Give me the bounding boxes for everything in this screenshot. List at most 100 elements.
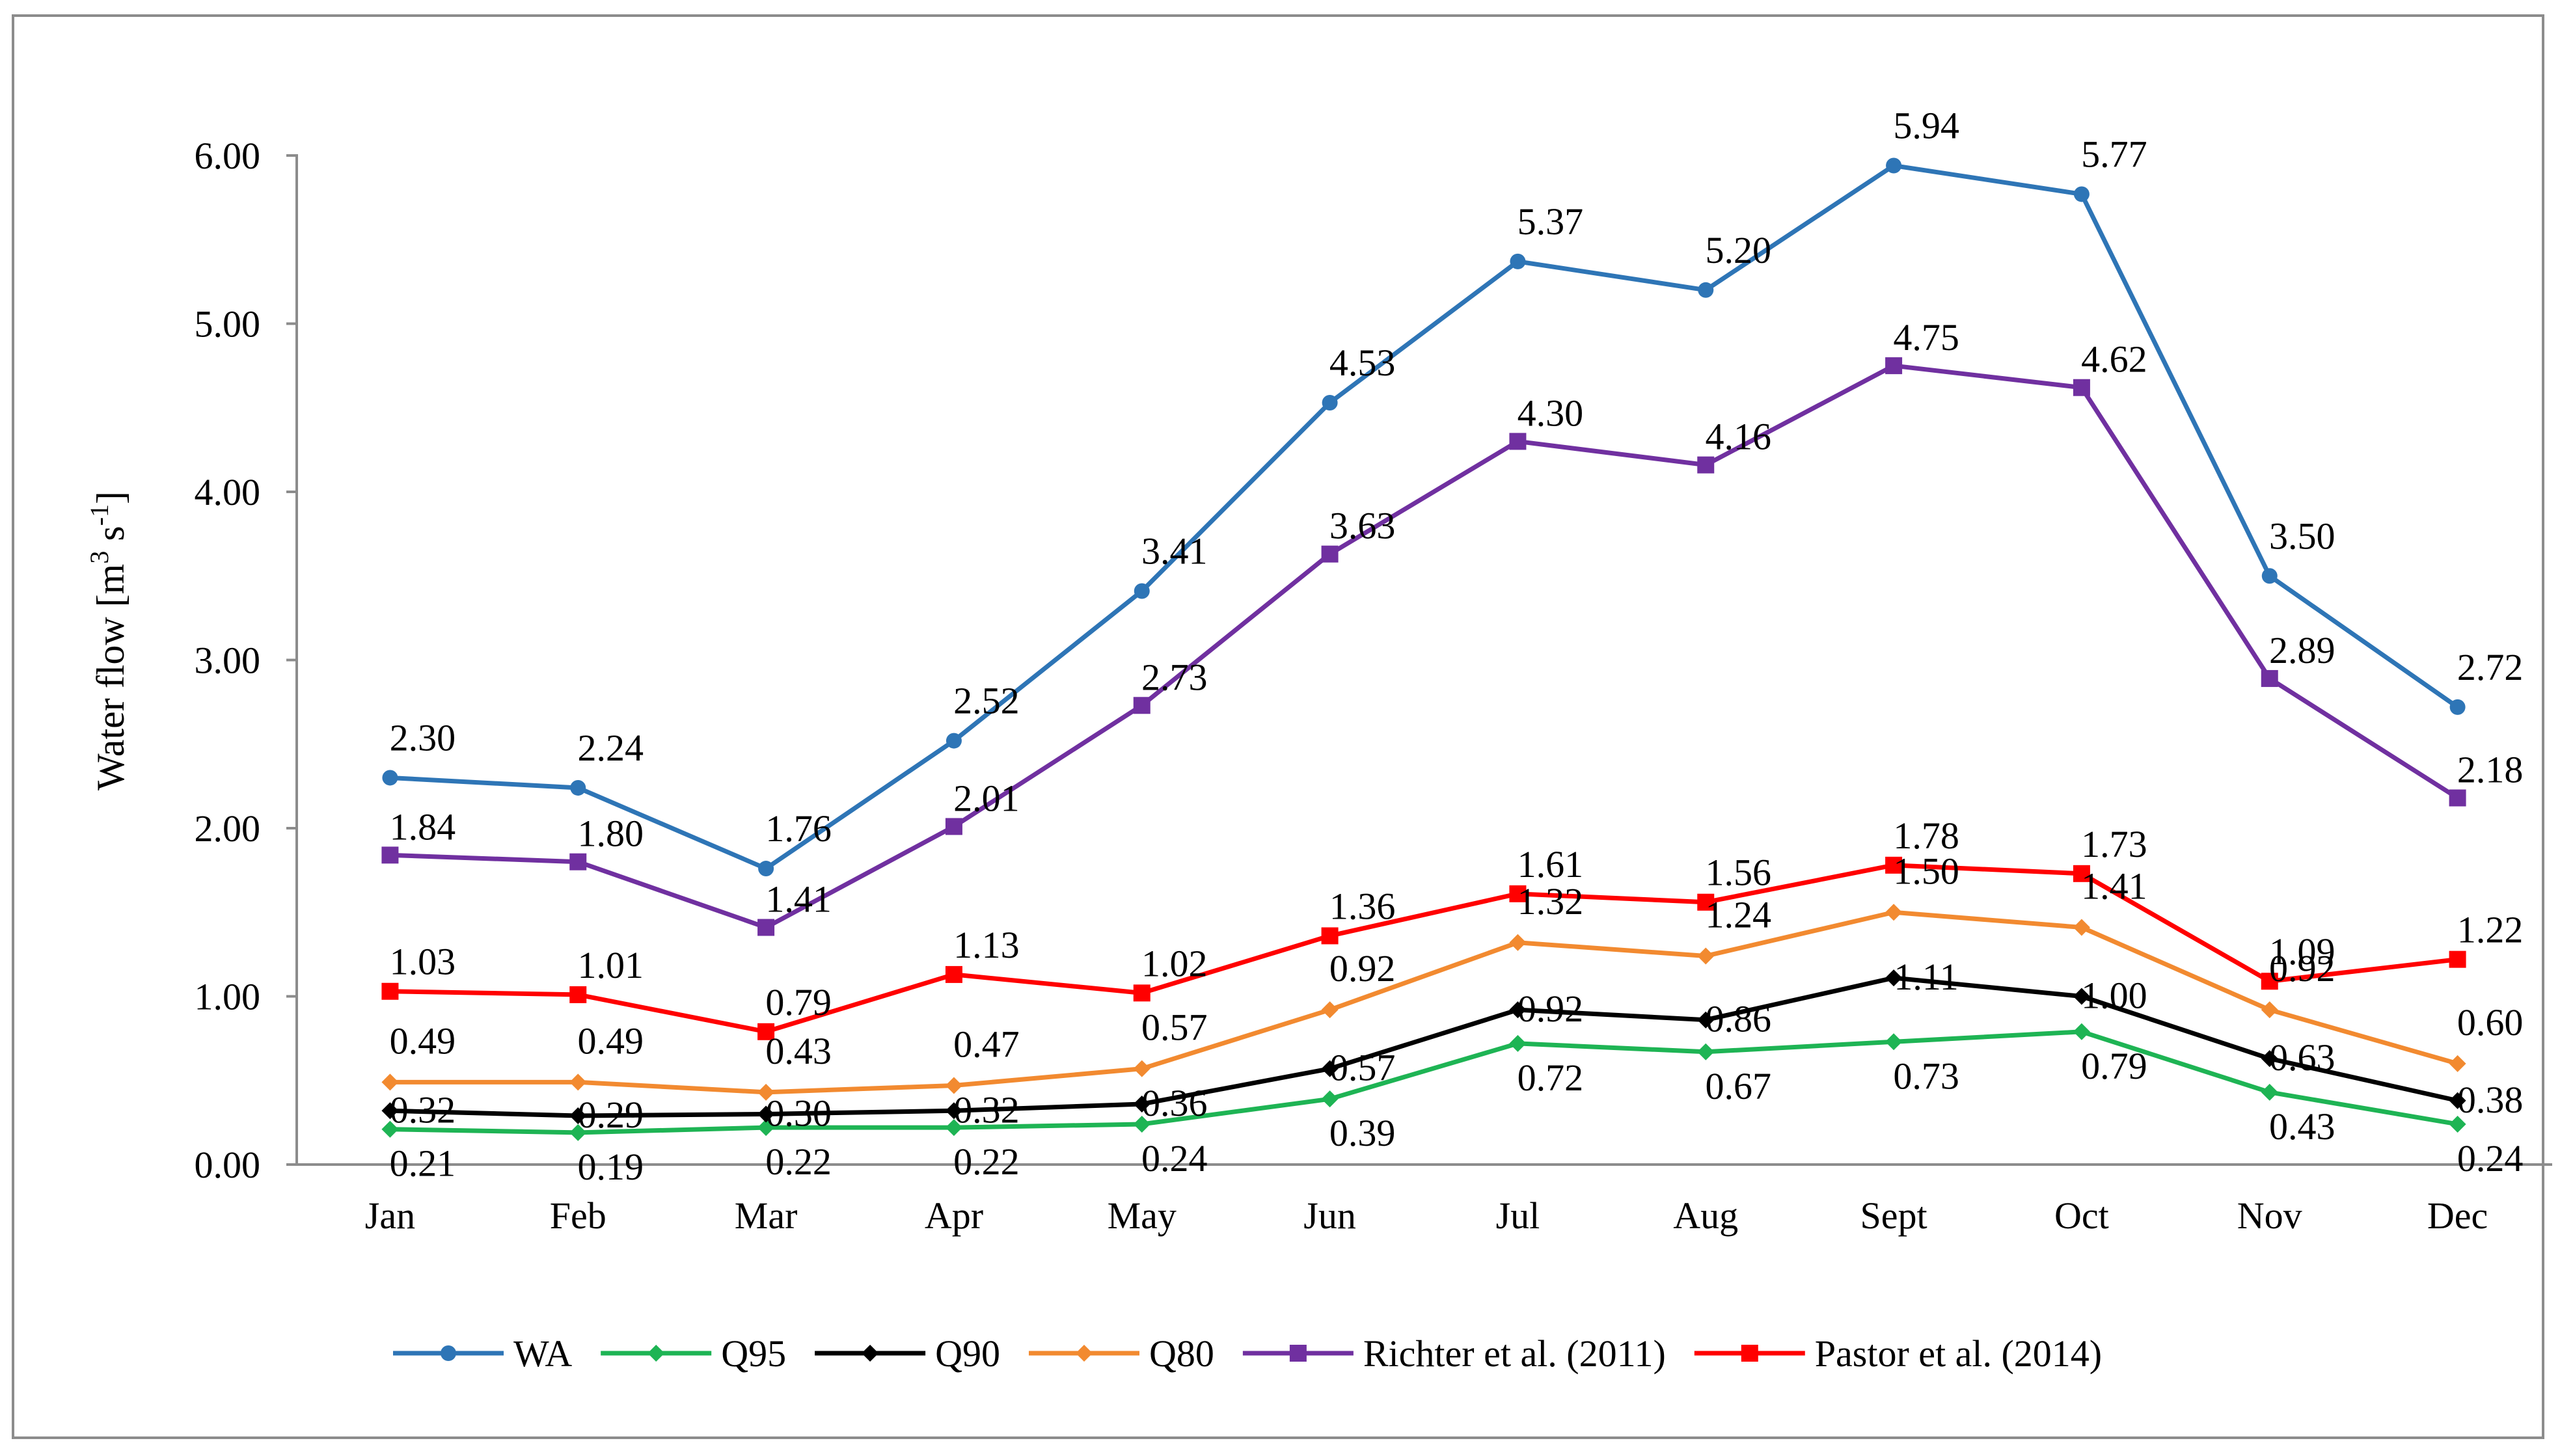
data-point-q90	[381, 1102, 399, 1120]
data-point-q95	[1885, 1033, 1903, 1051]
x-tick-label: Feb	[550, 1194, 606, 1237]
data-point-q95	[1321, 1090, 1339, 1108]
data-point-pastor-et-al-2014	[2449, 950, 2466, 968]
data-point-wa	[2449, 699, 2466, 715]
series-line-q95	[390, 1029, 2458, 1135]
series-line-q80	[390, 910, 2458, 1095]
data-label-pastor-et-al-2014: 1.02	[1141, 942, 1208, 984]
y-title-sup2: -1	[85, 504, 114, 526]
data-point-richter-et-al-2011	[757, 919, 775, 936]
data-label-wa: 1.76	[765, 807, 832, 850]
data-label-q95: 0.22	[953, 1140, 1020, 1183]
data-label-q90: 0.29	[578, 1094, 644, 1136]
data-label-q95: 0.73	[1893, 1055, 1959, 1097]
data-point-wa	[2261, 568, 2278, 584]
data-point-q90	[2073, 988, 2090, 1005]
data-point-q90	[569, 1107, 587, 1125]
y-tick-label: 3.00	[195, 640, 261, 682]
series-line-pastor-et-al-2014	[390, 863, 2458, 1034]
data-label-richter-et-al-2011: 3.63	[1329, 505, 1396, 547]
data-label-richter-et-al-2011: 2.89	[2269, 629, 2335, 671]
data-point-richter-et-al-2011	[1509, 433, 1527, 450]
y-title-end: ]	[89, 491, 132, 504]
x-tick-label: Dec	[2427, 1194, 2488, 1237]
data-label-q95: 0.67	[1706, 1065, 1772, 1107]
x-tick-label: Jan	[365, 1194, 415, 1237]
data-point-richter-et-al-2011	[2449, 789, 2466, 807]
x-tick-label: Mar	[735, 1194, 798, 1237]
data-point-q95	[2261, 1083, 2278, 1101]
data-point-richter-et-al-2011	[1697, 456, 1715, 474]
data-label-richter-et-al-2011: 4.62	[2081, 338, 2147, 381]
data-point-q90	[1697, 1011, 1715, 1029]
data-point-q80	[1133, 1060, 1151, 1077]
data-label-q90: 1.00	[2081, 975, 2147, 1017]
data-point-richter-et-al-2011	[1133, 697, 1151, 714]
data-label-pastor-et-al-2014: 0.79	[765, 981, 832, 1023]
data-point-q80	[1321, 1001, 1339, 1019]
data-label-q95: 0.24	[1141, 1137, 1208, 1180]
legend-label-pastor-et-al-2014: Pastor et al. (2014)	[1815, 1332, 2102, 1375]
data-point-richter-et-al-2011	[945, 818, 962, 835]
data-label-richter-et-al-2011: 2.01	[953, 777, 1020, 819]
data-point-q90	[945, 1102, 962, 1120]
data-point-wa	[1322, 394, 1338, 411]
data-point-q80	[757, 1083, 775, 1101]
y-tick-label: 4.00	[195, 471, 261, 513]
data-label-q80: 0.49	[390, 1019, 456, 1062]
data-label-pastor-et-al-2014: 1.36	[1329, 885, 1396, 927]
data-point-richter-et-al-2011	[1885, 357, 1903, 375]
data-point-q80	[2073, 919, 2090, 936]
data-point-wa	[1698, 282, 1714, 298]
data-label-q95: 0.24	[2457, 1137, 2524, 1180]
data-label-wa: 2.72	[2457, 646, 2524, 688]
y-axis-title-text: Water flow [m3 s-1]	[85, 491, 132, 790]
data-point-q90	[1321, 1060, 1339, 1077]
data-label-wa: 4.53	[1329, 342, 1396, 384]
data-point-q80	[2261, 1001, 2278, 1019]
legend-marker-q95	[647, 1345, 665, 1362]
y-title-main: Water flow [m	[89, 564, 132, 790]
data-label-wa: 5.94	[1893, 105, 1959, 147]
data-point-q80	[569, 1073, 587, 1091]
data-point-richter-et-al-2011	[381, 846, 399, 864]
data-label-pastor-et-al-2014: 1.78	[1893, 815, 1959, 857]
data-label-q95: 0.43	[2269, 1105, 2335, 1148]
data-label-q95: 0.19	[578, 1146, 644, 1188]
data-point-pastor-et-al-2014	[381, 982, 399, 1000]
legend-marker-wa	[441, 1345, 456, 1361]
data-point-wa	[2073, 186, 2090, 202]
data-point-pastor-et-al-2014	[1509, 885, 1527, 902]
data-label-wa: 5.20	[1706, 229, 1772, 271]
data-point-richter-et-al-2011	[2073, 379, 2090, 396]
data-label-q95: 0.39	[1329, 1112, 1396, 1154]
y-title-sup1: 3	[85, 551, 114, 564]
data-point-wa	[1886, 157, 1902, 174]
x-tick-label: Apr	[925, 1194, 983, 1237]
data-label-q95: 0.72	[1518, 1057, 1584, 1099]
legend-label-richter-et-al-2011: Richter et al. (2011)	[1363, 1332, 1666, 1375]
data-label-wa: 2.24	[578, 727, 644, 769]
x-tick-label: Sept	[1860, 1194, 1927, 1237]
data-label-q90: 0.36	[1141, 1082, 1208, 1124]
data-point-q95	[2449, 1115, 2466, 1133]
data-labels: 0.21 0.19 0.22 0.22 0.24 0.39 0.72 0.67 0.73 0.79…	[390, 105, 2524, 1188]
data-label-wa: 2.52	[953, 680, 1020, 722]
series-line-richter-et-al-2011	[390, 363, 2459, 930]
data-label-q80: 0.60	[2457, 1001, 2524, 1044]
data-point-pastor-et-al-2014	[1697, 893, 1715, 911]
y-tick-label: 2.00	[195, 807, 261, 850]
data-label-richter-et-al-2011: 1.41	[765, 878, 832, 921]
data-label-q80: 0.43	[765, 1030, 832, 1072]
data-point-q80	[2449, 1055, 2466, 1072]
legend-label-q90: Q90	[935, 1332, 1000, 1375]
data-point-q95	[757, 1119, 775, 1137]
axes: 0.00 1.00 2.00 3.00 4.00 5.00 6.00 Jan Feb Mar Apr…	[195, 135, 2552, 1237]
x-tick-label: May	[1108, 1194, 1177, 1237]
data-label-pastor-et-al-2014: 1.13	[953, 924, 1020, 966]
series-markers	[381, 157, 2466, 1141]
series-line-q90	[390, 975, 2458, 1118]
data-label-q90: 1.11	[1894, 956, 1958, 998]
data-point-q95	[569, 1124, 587, 1141]
data-label-q80: 1.32	[1518, 880, 1584, 923]
